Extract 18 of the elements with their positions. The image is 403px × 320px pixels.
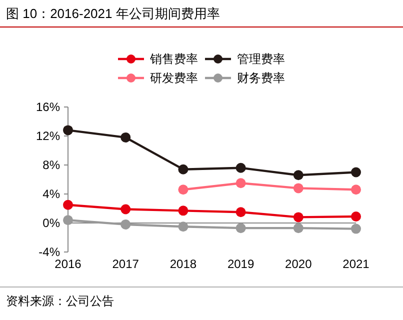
text: 资料来源：公司公告 bbox=[6, 294, 114, 308]
legend-label: 销售费率 bbox=[149, 52, 198, 66]
y-tick-label: 16% bbox=[36, 100, 60, 114]
legend-label: 管理费率 bbox=[237, 52, 285, 66]
x-tick-label: 2017 bbox=[112, 257, 140, 271]
y-tick-label: -4% bbox=[38, 245, 60, 260]
x-tick-label: 2020 bbox=[285, 257, 312, 271]
x-tick-label: 2018 bbox=[170, 257, 197, 271]
x-tick-label: 2021 bbox=[342, 257, 370, 271]
chart-title: 图 10：2016-2021 年公司期间费用率 bbox=[6, 6, 220, 21]
x-tick-label: 2019 bbox=[227, 257, 254, 271]
legend-label: 财务费率 bbox=[237, 71, 285, 86]
legend-label: 研发费率 bbox=[150, 71, 198, 86]
y-tick-label: 0% bbox=[42, 216, 60, 230]
y-tick-label: 12% bbox=[36, 129, 60, 144]
y-tick-label: 8% bbox=[42, 158, 60, 172]
y-tick-label: 4% bbox=[42, 187, 60, 202]
x-tick-label: 2016 bbox=[54, 257, 82, 271]
